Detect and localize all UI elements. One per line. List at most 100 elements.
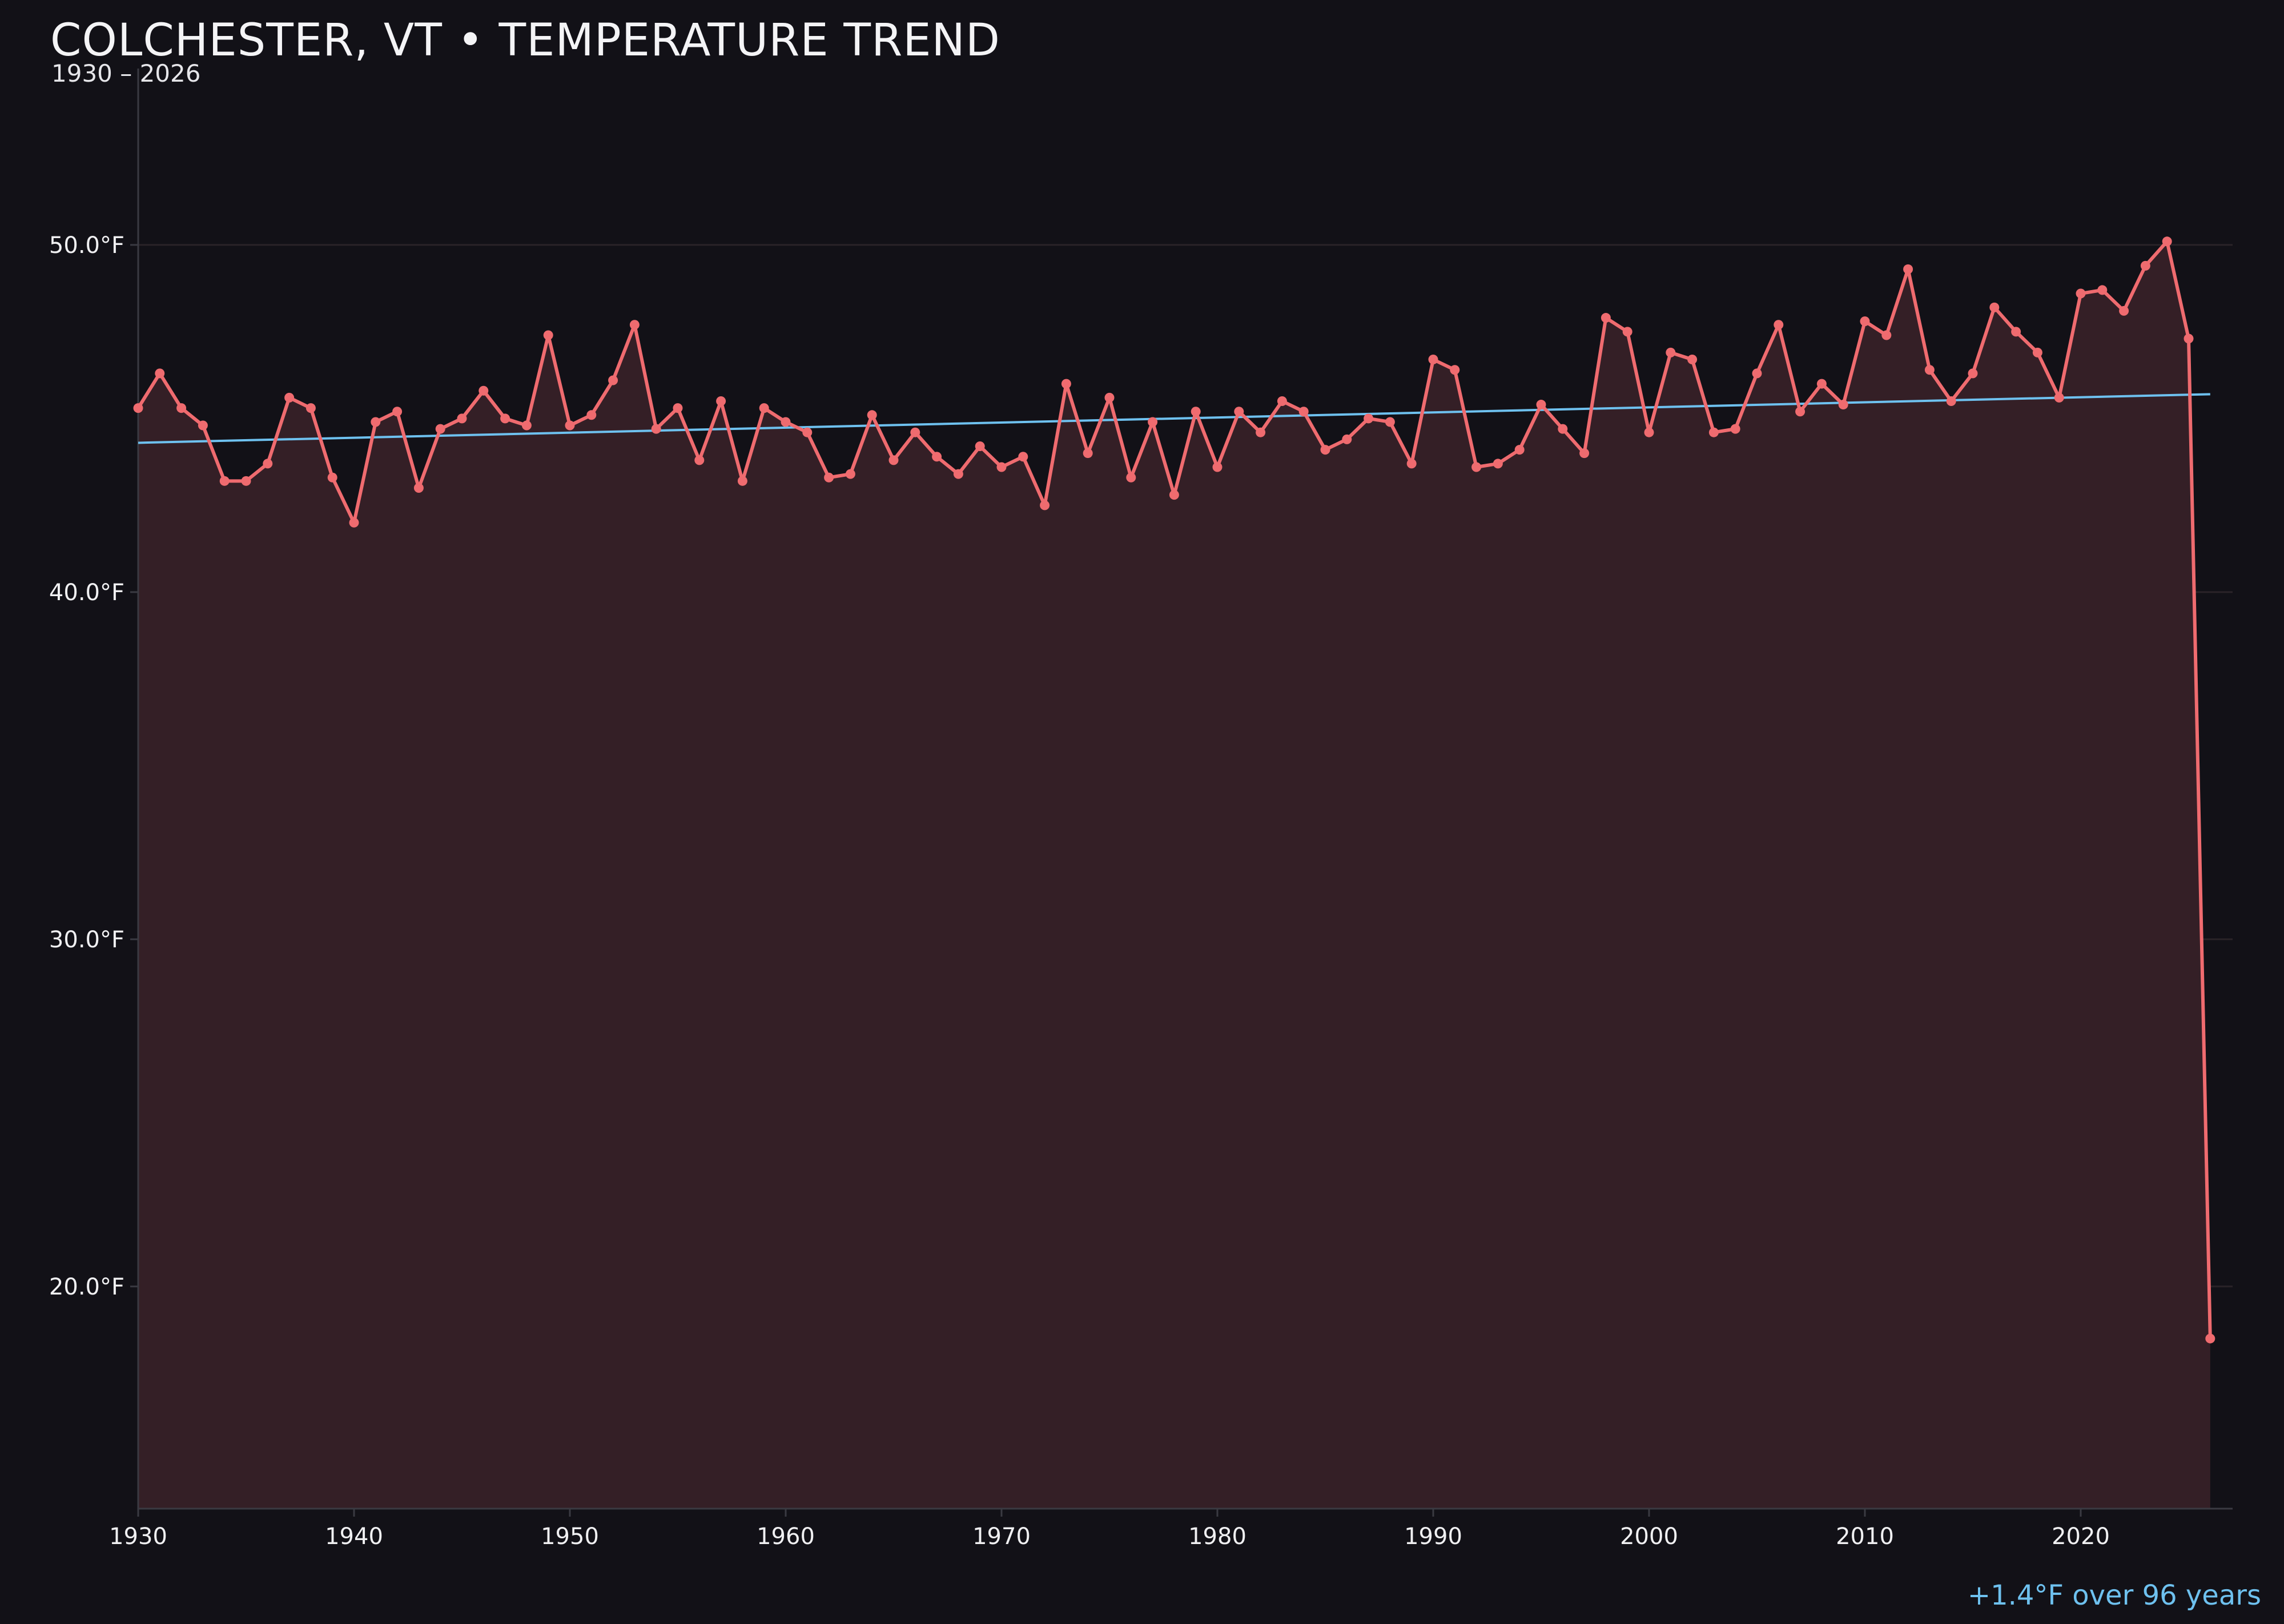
data-point (1385, 417, 1395, 427)
data-point (1234, 407, 1244, 417)
data-point (2184, 333, 2194, 344)
data-point (478, 385, 489, 396)
x-tick-label: 2010 (1836, 1523, 1894, 1550)
data-point (953, 469, 963, 479)
data-point (413, 483, 424, 493)
data-point (1428, 355, 1438, 365)
data-point (1730, 424, 1740, 434)
x-tick-label: 1970 (972, 1523, 1031, 1550)
data-point (1040, 500, 1050, 510)
data-point (608, 375, 618, 385)
data-point (305, 403, 316, 413)
data-point (543, 330, 553, 340)
y-tick-label: 50.0°F (49, 232, 124, 259)
data-point (457, 413, 467, 424)
data-point (759, 403, 769, 413)
data-point (1708, 427, 1719, 437)
data-point (284, 392, 295, 403)
data-point (1816, 379, 1827, 389)
data-point (2011, 327, 2021, 337)
data-point (1450, 365, 1460, 375)
x-tick-label: 2020 (2052, 1523, 2110, 1550)
x-tick-label: 1950 (541, 1523, 599, 1550)
x-tick-label: 1930 (109, 1523, 167, 1550)
data-point (694, 455, 705, 465)
tick-labels: 20.0°F 30.0°F 40.0°F 50.0°F 1930 1940 1950 1960… (49, 232, 2110, 1550)
data-point (2032, 347, 2042, 357)
data-point (1558, 424, 1568, 434)
x-tick-label: 1980 (1188, 1523, 1246, 1550)
data-point (1838, 400, 1848, 410)
data-point (2140, 260, 2150, 271)
data-point (392, 407, 403, 417)
data-point (1126, 472, 1136, 483)
data-point (1212, 462, 1223, 472)
data-point (1989, 302, 2000, 312)
data-point (888, 455, 899, 465)
chart-title: COLCHESTER, VT • TEMPERATURE TREND (50, 15, 1000, 66)
data-point (1752, 368, 1762, 379)
data-point (1191, 407, 1201, 417)
trend-line-layer (138, 393, 2210, 444)
chart-subtitle: 1930 – 2026 (51, 59, 201, 87)
data-point (2054, 392, 2064, 403)
data-point (1493, 459, 1503, 469)
data-point (2205, 1333, 2215, 1344)
data-point (1364, 413, 1374, 424)
data-point (737, 476, 747, 486)
x-tick-label: 2000 (1620, 1523, 1678, 1550)
data-point (845, 469, 855, 479)
data-point (932, 452, 942, 462)
data-point (910, 427, 920, 437)
data-point (1471, 462, 1482, 472)
y-tick-label: 30.0°F (49, 927, 124, 953)
data-point (198, 420, 208, 431)
data-point (1579, 448, 1590, 459)
data-point (219, 476, 230, 486)
data-point (2097, 285, 2108, 295)
data-point (1903, 264, 1913, 274)
data-point (1622, 327, 1632, 337)
data-point (1083, 448, 1093, 459)
data-point (996, 462, 1007, 472)
data-point (716, 396, 726, 406)
data-point (1795, 407, 1806, 417)
data-point (500, 413, 510, 424)
data-point (824, 472, 834, 483)
x-tick-label: 1960 (757, 1523, 815, 1550)
data-point (975, 441, 985, 452)
x-tick-label: 1940 (325, 1523, 383, 1550)
x-tick-label: 1990 (1404, 1523, 1462, 1550)
trend-line (138, 393, 2210, 444)
data-point (651, 424, 661, 434)
data-point (586, 410, 597, 420)
data-point (1342, 434, 1352, 444)
data-point (176, 403, 187, 413)
data-point (867, 410, 877, 420)
data-point (565, 420, 575, 431)
data-point (1774, 320, 1784, 330)
data-point (1061, 379, 1071, 389)
data-point (1104, 392, 1115, 403)
data-point (349, 517, 359, 528)
y-tick-label: 40.0°F (49, 580, 124, 606)
series-points-layer (133, 236, 2215, 1344)
data-point (2162, 236, 2172, 247)
data-point (1018, 452, 1028, 462)
data-point (1298, 407, 1309, 417)
area-fill-layer (138, 241, 2210, 1509)
data-point (1277, 396, 1287, 406)
data-point (1666, 347, 1676, 357)
data-point (2076, 288, 2086, 299)
data-point (781, 417, 791, 427)
data-point (673, 403, 683, 413)
data-point (1514, 445, 1525, 455)
data-point (155, 368, 165, 379)
data-point (1924, 365, 1935, 375)
data-point (802, 427, 813, 437)
data-point (1256, 427, 1266, 437)
data-point (1860, 316, 1870, 327)
data-point (327, 472, 337, 483)
